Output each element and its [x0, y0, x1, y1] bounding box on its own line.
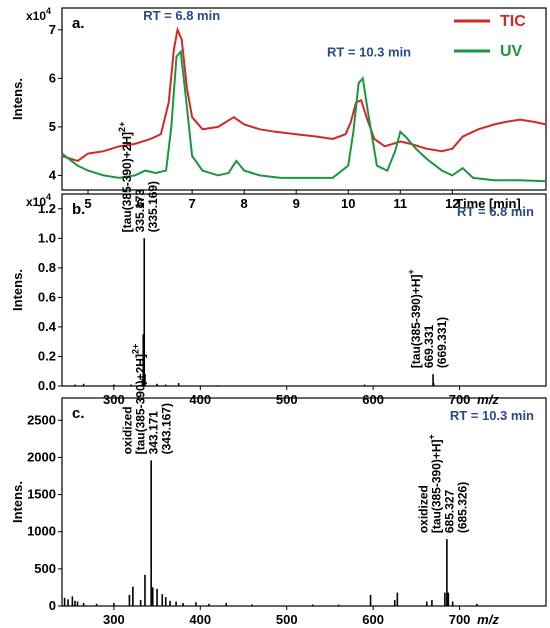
y-axis-label: Intens.	[10, 481, 25, 523]
x-tick-label: 600	[362, 392, 384, 407]
peak-label-prefix: oxidized	[416, 485, 430, 533]
y-tick-label: 1.0	[38, 230, 56, 245]
y-tick-label: 0.6	[38, 289, 56, 304]
peak-label-ion: [tau(385-390)+H]+	[406, 269, 423, 368]
y-tick-label: 0.0	[38, 378, 56, 393]
legend-label-uv: UV	[500, 43, 523, 60]
x-tick-label: 300	[103, 612, 125, 627]
x-tick-label: 6	[136, 196, 143, 211]
panel-c-spectrum: 300 400 500 600 700 0 500 1000 1500 2000 2500 c. Int…	[10, 344, 547, 627]
y-tick-label: 2500	[27, 412, 56, 427]
y-tick-label: 0	[49, 598, 56, 613]
peak-label-ion-text: [tau(385-390)+H]	[429, 439, 443, 533]
peak-label-theoretical-text: (685.326)	[455, 482, 469, 533]
y-tick-label: 6	[49, 70, 56, 85]
peak-label-charge: +	[406, 269, 416, 274]
peak-label-prefix-text: oxidized	[121, 406, 135, 454]
panel-label: a.	[72, 15, 85, 32]
peak-label-theoretical-text: (335.169)	[146, 181, 160, 232]
y-axis-label: Intens.	[10, 78, 25, 120]
y-multiplier: x104	[26, 6, 51, 23]
plot-frame	[61, 7, 547, 191]
rt-label: RT = 10.3 min	[450, 408, 534, 423]
peak-label-ion: [tau(385-390)+2H]2+	[131, 344, 148, 455]
peak-label-observed-text: 343.171	[147, 411, 161, 455]
y-multiplier-base: x10	[26, 9, 46, 23]
x-tick-label: 600	[362, 612, 384, 627]
y-tick-label: 0.8	[38, 260, 56, 275]
peak-label-observed-text: 335.173	[133, 189, 147, 233]
peak-label-charge: 2+	[117, 122, 127, 132]
x-tick-label: 500	[276, 612, 298, 627]
y-axis-label: Intens.	[10, 269, 25, 311]
series-line-tic	[61, 26, 547, 163]
x-tick-label: 700	[449, 392, 471, 407]
peak-label-prefix-text: oxidized	[416, 485, 430, 533]
x-tick-label: 400	[189, 392, 211, 407]
rt-annotation: RT = 10.3 min	[327, 45, 411, 60]
panel-label: b.	[72, 201, 85, 218]
peak-label-ion-text: [tau(385-390)+2H]	[134, 354, 148, 454]
x-tick-label: 400	[189, 612, 211, 627]
peak-label-theoretical-text: (669.331)	[435, 317, 449, 368]
peak-label-charge: +	[426, 434, 436, 439]
y-tick-label: 1000	[27, 524, 56, 539]
plot-frame	[61, 193, 547, 387]
peak-label-observed-text: 685.327	[442, 489, 456, 533]
x-tick-label: 300	[103, 392, 125, 407]
x-tick-label: 8	[241, 196, 248, 211]
x-tick-label: 12	[445, 196, 459, 211]
y-tick-label: 500	[34, 561, 56, 576]
y-tick-label: 5	[49, 119, 56, 134]
series-line-uv	[61, 49, 547, 183]
peak-label-theoretical: (335.169)	[146, 181, 160, 232]
y-multiplier-exponent: 4	[46, 192, 51, 202]
peak-label-observed: 685.327	[442, 489, 456, 533]
x-axis-label: m/z	[477, 392, 499, 407]
y-multiplier: x104	[26, 192, 51, 209]
x-axis-label: Time [min]	[455, 196, 521, 211]
legend-label-tic: TIC	[500, 13, 526, 30]
y-multiplier-base: x10	[26, 195, 46, 209]
peak-label-observed: 335.173	[133, 189, 147, 233]
y-tick-label: 0.2	[38, 348, 56, 363]
rt-annotation: RT = 6.8 min	[143, 8, 220, 23]
plot-frame	[61, 397, 547, 607]
peak-label-observed: 669.331	[422, 324, 436, 368]
peak-label-ion-text: [tau(385-390)+H]	[409, 274, 423, 368]
y-tick-label: 1500	[27, 487, 56, 502]
peak-label-observed-text: 669.331	[422, 324, 436, 368]
x-tick-label: 700	[449, 612, 471, 627]
peak-label-theoretical-text: (343.167)	[160, 403, 174, 454]
peak-label-charge: 2+	[131, 344, 141, 354]
rt-label: RT = 6.8 min	[457, 204, 534, 219]
x-tick-label: 10	[341, 196, 355, 211]
x-tick-label: 5	[84, 196, 91, 211]
peak-label-ion-text: [tau(385-390)+2H]	[120, 132, 134, 232]
x-axis-label: m/z	[477, 612, 499, 627]
peak-label-ion: [tau(385-390)+2H]2+	[117, 122, 134, 233]
peak-label-prefix: oxidized	[121, 406, 135, 454]
y-tick-label: 1.2	[38, 201, 56, 216]
y-tick-label: 0.4	[38, 319, 57, 334]
peak-label-observed: 343.171	[147, 411, 161, 455]
x-tick-label: 11	[393, 196, 407, 211]
x-tick-label: 9	[293, 196, 300, 211]
y-multiplier-exponent: 4	[46, 6, 51, 16]
peak-label-theoretical: (343.167)	[160, 403, 174, 454]
y-tick-label: 2000	[27, 449, 56, 464]
peak-label-ion: [tau(385-390)+H]+	[426, 434, 443, 533]
x-tick-label: 7	[188, 196, 195, 211]
y-tick-label: 7	[49, 22, 56, 37]
peak-label-theoretical: (669.331)	[435, 317, 449, 368]
panel-label: c.	[72, 405, 85, 422]
x-tick-label: 500	[276, 392, 298, 407]
y-tick-label: 4	[49, 167, 57, 182]
panel-b-spectrum: 300 400 500 600 700 0.0 0.2 0.4 0.6 0.8 1.0 1.2 b. In…	[10, 122, 547, 407]
peak-label-theoretical: (685.326)	[455, 482, 469, 533]
